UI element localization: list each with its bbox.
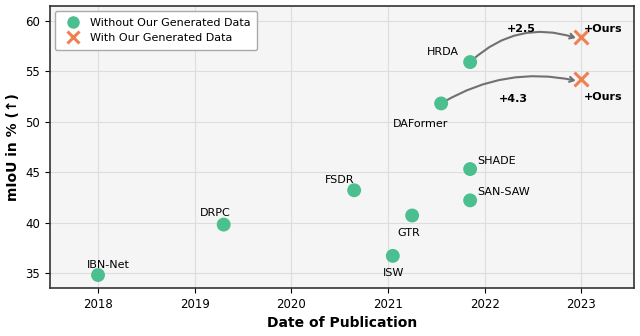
Text: GTR: GTR (397, 228, 420, 238)
Point (349, 187, 359, 193)
Text: ISW: ISW (383, 268, 404, 278)
Point (465, 198, 476, 203)
Text: DRPC: DRPC (200, 208, 230, 217)
Text: FSDR: FSDR (325, 175, 355, 185)
Point (407, 213, 417, 218)
Point (576, 77, 586, 82)
Text: SAN-SAW: SAN-SAW (477, 187, 530, 197)
Y-axis label: mIoU in % (↑): mIoU in % (↑) (6, 93, 20, 201)
Text: SHADE: SHADE (477, 156, 516, 166)
Text: +Ours: +Ours (584, 92, 623, 102)
Point (218, 222, 228, 227)
Legend: Without Our Generated Data, With Our Generated Data: Without Our Generated Data, With Our Gen… (55, 11, 257, 50)
Point (465, 59, 476, 65)
X-axis label: Date of Publication: Date of Publication (267, 317, 417, 330)
FancyArrowPatch shape (444, 76, 573, 102)
Text: +4.3: +4.3 (499, 94, 528, 104)
Text: +Ours: +Ours (584, 24, 623, 34)
Text: DAFormer: DAFormer (393, 119, 448, 129)
Point (465, 166, 476, 172)
Text: HRDA: HRDA (427, 47, 459, 57)
Point (576, 34, 586, 40)
Point (388, 253, 398, 259)
Text: IBN-Net: IBN-Net (86, 260, 129, 270)
FancyArrowPatch shape (472, 32, 574, 60)
Point (93, 272, 103, 278)
Text: +2.5: +2.5 (507, 24, 536, 34)
Point (436, 101, 446, 106)
